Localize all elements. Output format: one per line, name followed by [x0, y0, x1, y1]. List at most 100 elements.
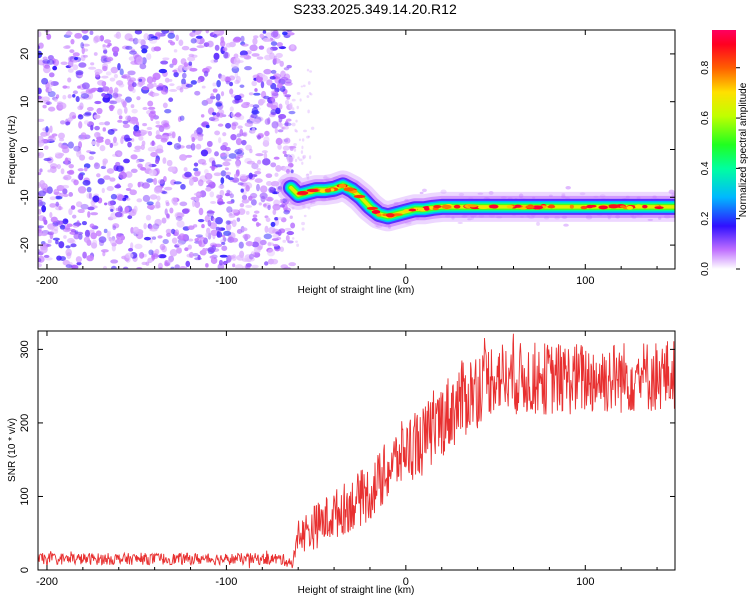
noise-speckle: [225, 77, 232, 82]
noise-speckle: [48, 106, 56, 112]
noise-speckle: [147, 146, 156, 152]
noise-speckle: [149, 224, 153, 230]
noise-speckle: [82, 179, 91, 186]
noise-speckle: [119, 68, 124, 76]
noise-speckle: [160, 60, 169, 65]
noise-speckle: [55, 201, 60, 207]
noise-speckle: [274, 127, 278, 134]
ridge-peak: [319, 189, 327, 193]
noise-speckle: [212, 82, 217, 87]
noise-speckle: [140, 131, 146, 135]
noise-speckle: [109, 100, 118, 105]
noise-speckle: [223, 158, 232, 162]
noise-speckle: [250, 113, 258, 119]
snr-y-axis-title: SNR (10 * v/v): [7, 418, 18, 482]
noise-speckle: [39, 168, 43, 173]
noise-speckle: [196, 45, 205, 49]
noise-speckle: [187, 244, 192, 250]
noise-speckle: [86, 106, 94, 112]
noise-speckle: [212, 88, 218, 93]
noise-speckle: [97, 178, 105, 185]
noise-speckle: [150, 114, 154, 121]
noise-speckle: [171, 131, 176, 139]
noise-speckle: [152, 76, 157, 83]
noise-speckle: [45, 101, 52, 105]
noise-speckle: [291, 98, 296, 102]
noise-speckle: [93, 52, 98, 56]
spectrogram-x-tick-label: 100: [576, 275, 594, 287]
ridge-peak: [353, 194, 366, 199]
noise-speckle: [197, 219, 205, 223]
noise-speckle: [194, 197, 200, 202]
noise-speckle: [289, 215, 293, 220]
noise-speckle: [305, 173, 310, 178]
noise-speckle: [250, 199, 257, 206]
noise-speckle: [127, 70, 136, 76]
noise-speckle: [129, 120, 138, 124]
noise-speckle: [239, 202, 245, 208]
noise-speckle: [270, 162, 277, 168]
noise-speckle: [64, 157, 69, 165]
noise-speckle: [169, 63, 174, 68]
noise-speckle: [188, 251, 194, 259]
noise-speckle: [181, 208, 190, 214]
noise-speckle: [162, 239, 169, 245]
noise-speckle: [229, 41, 236, 48]
noise-speckle: [54, 98, 58, 103]
noise-speckle: [168, 97, 174, 102]
noise-speckle: [218, 259, 223, 266]
noise-speckle: [263, 68, 272, 75]
noise-speckle: [226, 254, 232, 263]
noise-speckle: [295, 240, 298, 243]
ridge-peak: [385, 213, 395, 218]
ridge-peak: [569, 204, 574, 209]
noise-speckle: [112, 92, 119, 99]
noise-speckle: [297, 156, 300, 160]
noise-speckle: [239, 128, 244, 137]
noise-speckle: [68, 191, 74, 197]
noise-speckle: [125, 187, 132, 191]
noise-speckle: [149, 194, 158, 200]
snr-y-tick-label: 100: [19, 487, 31, 505]
ridge-peak: [654, 206, 664, 210]
noise-speckle: [262, 30, 267, 34]
noise-speckle: [239, 173, 248, 180]
noise-speckle: [223, 51, 229, 59]
noise-speckle: [72, 64, 79, 71]
noise-speckle: [129, 50, 137, 55]
ridge-peak: [580, 205, 588, 210]
noise-speckle: [185, 83, 193, 88]
noise-speckle: [239, 54, 248, 58]
ridge-peak: [371, 209, 381, 214]
noise-speckle: [77, 114, 84, 120]
noise-speckle: [176, 242, 183, 247]
noise-speckle: [147, 257, 153, 264]
noise-speckle: [193, 162, 199, 167]
noise-speckle: [90, 232, 97, 240]
noise-speckle: [134, 145, 142, 150]
noise-speckle: [145, 214, 152, 221]
noise-speckle: [127, 215, 133, 220]
noise-speckle: [141, 182, 150, 189]
noise-speckle: [264, 261, 269, 266]
snr-y-tick-label: 200: [19, 414, 31, 432]
noise-speckle: [125, 115, 131, 121]
noise-speckle: [256, 236, 262, 241]
spectrogram-x-axis-title: Height of straight line (km): [298, 285, 415, 296]
noise-speckle: [307, 206, 311, 210]
noise-speckle: [252, 214, 258, 218]
noise-speckle: [93, 35, 102, 43]
noise-speckle: [266, 181, 273, 186]
noise-speckle: [98, 122, 105, 126]
noise-speckle: [185, 144, 193, 149]
noise-speckle: [210, 256, 218, 265]
noise-speckle: [259, 33, 265, 39]
noise-speckle: [116, 165, 124, 172]
noise-speckle: [301, 221, 305, 226]
noise-speckle: [77, 208, 85, 214]
noise-speckle: [102, 265, 108, 269]
noise-speckle: [216, 230, 221, 238]
noise-speckle: [267, 117, 271, 125]
ridge-halo: [488, 191, 494, 195]
